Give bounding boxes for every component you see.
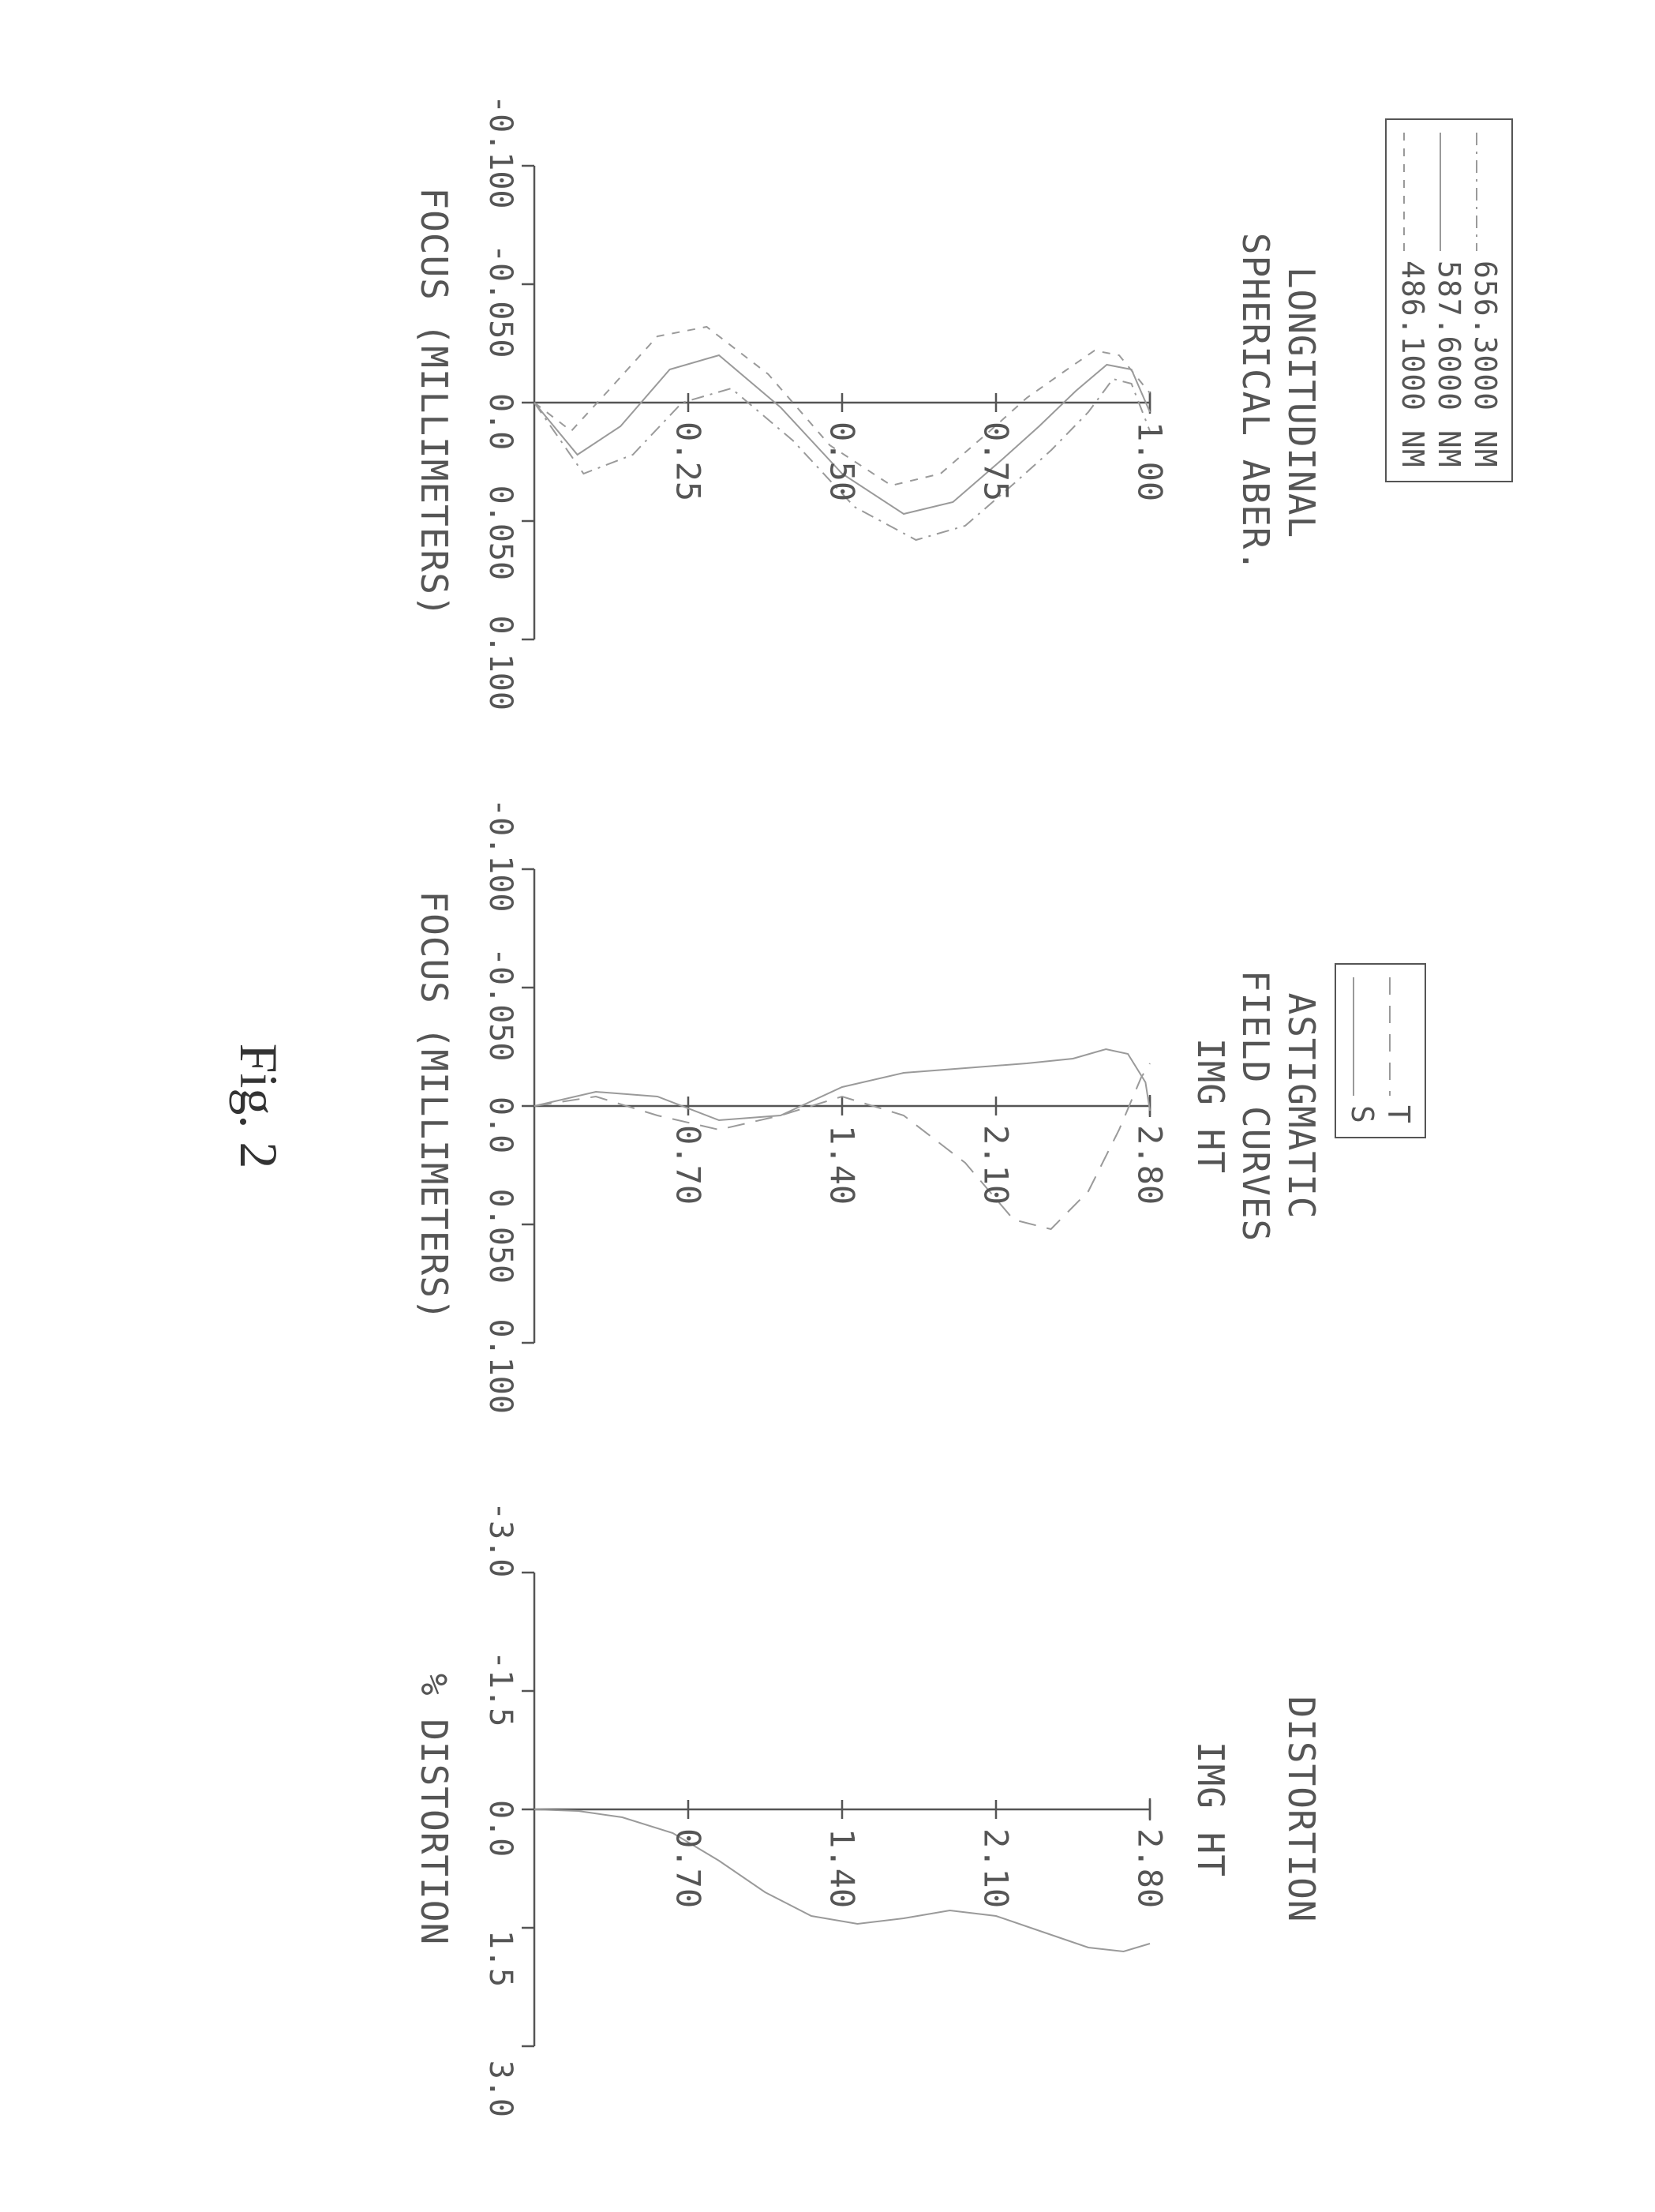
- ytick-label: 1.40: [823, 1828, 862, 1908]
- xtick-label: -0.100: [482, 95, 519, 209]
- plot-svg-distortion: [534, 1573, 1150, 2046]
- ytick-label: 1.40: [823, 1125, 862, 1205]
- ytick-label: 1.00: [1131, 422, 1170, 501]
- ytick-label: 2.10: [977, 1828, 1016, 1908]
- xtick-label: -0.050: [482, 244, 519, 358]
- ytick-label: 0.25: [669, 422, 708, 501]
- plot-svg-astigmatic: [534, 869, 1150, 1343]
- ytick-label: 0.70: [669, 1828, 708, 1908]
- xtick-label: 0.100: [482, 1319, 519, 1414]
- xtick-label: 0.100: [482, 616, 519, 710]
- xtick-label: -0.100: [482, 798, 519, 913]
- legend-items-wavelengths: 656.3000 NM587.6000 NM486.1000 NM: [1395, 133, 1503, 468]
- panel-astigmatic: ASTIGMATIC FIELD CURVES IMG HT 2.80 2.10 1…: [337, 798, 1324, 1414]
- ytick-label: 2.10: [977, 1125, 1016, 1205]
- legend-row: 486.1000 NM: [1395, 133, 1431, 468]
- plot-svg-spherical: [534, 166, 1150, 639]
- xtick-label: 0.050: [482, 486, 519, 580]
- legend-ts: TS: [1335, 963, 1426, 1138]
- xlabel-distortion: % DISTORTION: [413, 1502, 455, 2117]
- ytick-label: 0.50: [823, 422, 862, 501]
- panel-distortion: DISTORTION IMG HT 2.802.101.400.70 -3.0-…: [337, 1502, 1324, 2117]
- title-distortion: DISTORTION IMG HT: [1188, 1502, 1324, 2117]
- xlabel-spherical: FOCUS (MILLIMETERS): [413, 95, 455, 710]
- ytick-label: 0.70: [669, 1125, 708, 1205]
- xtick-label: 0.0: [482, 393, 519, 450]
- title-spherical: LONGITUDINAL SPHERICAL ABER.: [1233, 95, 1324, 710]
- panel-spherical: LONGITUDINAL SPHERICAL ABER. 1.00 0.75 0.5…: [337, 95, 1324, 710]
- xtick-label: 0.0: [482, 1800, 519, 1857]
- xticks-distortion: -3.0 -1.5 0.0 1.5 3.0: [482, 1502, 519, 2117]
- title-astigmatic: ASTIGMATIC FIELD CURVES IMG HT: [1188, 798, 1324, 1414]
- ytick-label: 2.80: [1131, 1125, 1170, 1205]
- plot-spherical: 1.000.750.500.25: [534, 166, 1150, 639]
- figure-caption: Fig. 2: [227, 0, 290, 2212]
- xtick-label: 3.0: [482, 2060, 519, 2117]
- xlabel-astigmatic: FOCUS (MILLIMETERS): [413, 798, 455, 1414]
- xtick-label: -3.0: [482, 1502, 519, 1577]
- xtick-label: 1.5: [482, 1930, 519, 1987]
- xticks-spherical: -0.100 -0.050 0.0 0.050 0.100: [482, 95, 519, 710]
- xtick-label: 0.050: [482, 1189, 519, 1284]
- legend-row: 587.6000 NM: [1431, 133, 1467, 468]
- plot-distortion: 2.802.101.400.70: [534, 1573, 1150, 2046]
- xticks-astigmatic: -0.100 -0.050 0.0 0.050 0.100: [482, 798, 519, 1414]
- ytick-label: 0.75: [977, 422, 1016, 501]
- xtick-label: -0.050: [482, 947, 519, 1062]
- legend-row: S: [1344, 977, 1380, 1124]
- xtick-label: 0.0: [482, 1097, 519, 1153]
- xtick-label: -1.5: [482, 1651, 519, 1726]
- legend-row: 656.3000 NM: [1467, 133, 1503, 468]
- legend-items-ts: TS: [1344, 977, 1417, 1124]
- legend-wavelengths: 656.3000 NM587.6000 NM486.1000 NM: [1385, 118, 1513, 482]
- legend-row: T: [1380, 977, 1417, 1124]
- plot-astigmatic: 2.802.101.400.70: [534, 869, 1150, 1343]
- ytick-label: 2.80: [1131, 1828, 1170, 1908]
